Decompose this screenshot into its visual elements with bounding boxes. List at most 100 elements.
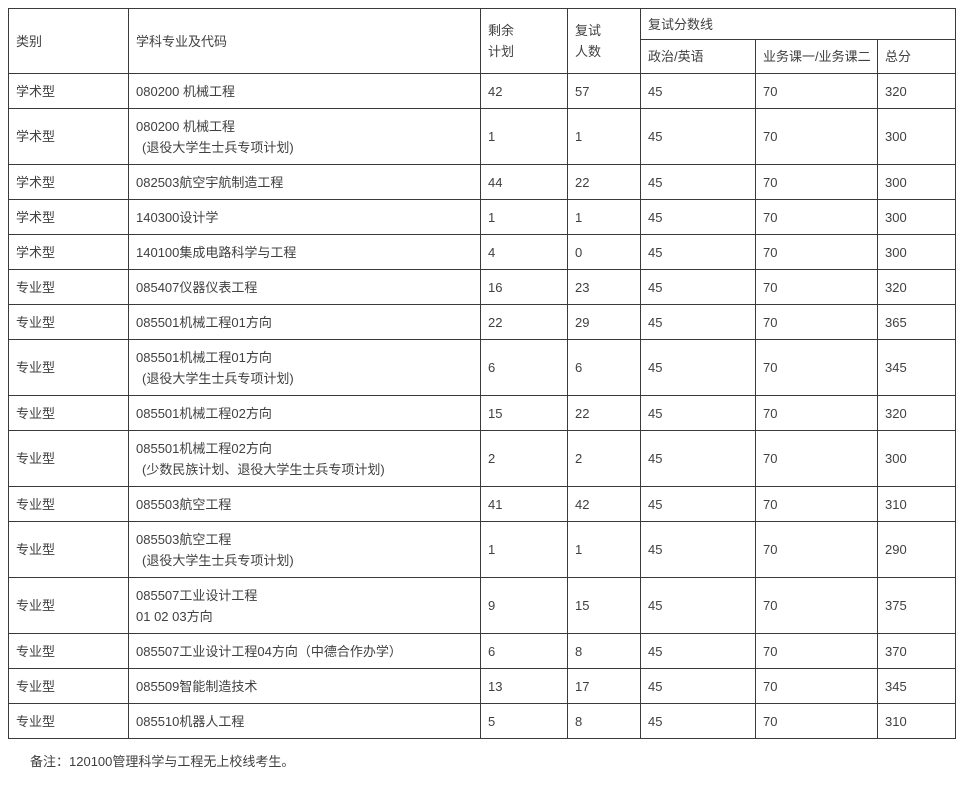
major-line: 085501机械工程02方向 <box>136 405 272 421</box>
cell-major: 085510机器人工程 <box>128 703 481 739</box>
cell-courses: 70 <box>755 269 878 305</box>
table-row: 学术型 140100集成电路科学与工程 4 0 45 70 300 <box>8 234 956 270</box>
major-line: 085501机械工程02方向 <box>136 440 272 456</box>
cell-remaining-plan: 22 <box>480 304 568 340</box>
cell-category: 专业型 <box>8 633 129 669</box>
cell-major: 082503航空宇航制造工程 <box>128 164 481 200</box>
cell-retest-count: 2 <box>567 430 641 487</box>
cell-retest-count: 29 <box>567 304 641 340</box>
cell-category: 学术型 <box>8 234 129 270</box>
cell-category: 专业型 <box>8 486 129 522</box>
header-retest-count: 复试 人数 <box>567 8 641 74</box>
major-line: (退役大学生士兵专项计划) <box>142 139 294 155</box>
header-total: 总分 <box>877 39 956 74</box>
admission-score-table: 类别 学科专业及代码 剩余 计划 复试 人数 复试分数线 政治/英语 业务课一/… <box>8 8 956 739</box>
header-remaining-plan: 剩余 计划 <box>480 8 568 74</box>
cell-retest-count: 23 <box>567 269 641 305</box>
cell-courses: 70 <box>755 395 878 431</box>
major-line: 085503航空工程 <box>136 496 232 512</box>
cell-major: 080200 机械工程 (退役大学生士兵专项计划) <box>128 108 481 165</box>
table-row: 专业型 085509智能制造技术 13 17 45 70 345 <box>8 668 956 704</box>
major-line: 085503航空工程 <box>136 531 232 547</box>
cell-courses: 70 <box>755 668 878 704</box>
cell-category: 专业型 <box>8 395 129 431</box>
header-category: 类别 <box>8 8 129 74</box>
cell-remaining-plan: 44 <box>480 164 568 200</box>
cell-total: 320 <box>877 73 956 109</box>
cell-major: 085507工业设计工程04方向（中德合作办学） <box>128 633 481 669</box>
cell-politics-english: 45 <box>640 703 756 739</box>
cell-remaining-plan: 42 <box>480 73 568 109</box>
cell-major: 085507工业设计工程 01 02 03方向 <box>128 577 481 634</box>
cell-politics-english: 45 <box>640 304 756 340</box>
cell-politics-english: 45 <box>640 269 756 305</box>
cell-politics-english: 45 <box>640 668 756 704</box>
cell-retest-count: 17 <box>567 668 641 704</box>
cell-courses: 70 <box>755 521 878 578</box>
cell-total: 365 <box>877 304 956 340</box>
cell-category: 学术型 <box>8 108 129 165</box>
cell-total: 345 <box>877 668 956 704</box>
cell-courses: 70 <box>755 703 878 739</box>
table-row: 专业型 085507工业设计工程 01 02 03方向 9 15 45 70 375 <box>8 577 956 634</box>
table-row: 专业型 085501机械工程01方向 (退役大学生士兵专项计划) 6 6 45 70 345 <box>8 339 956 396</box>
cell-politics-english: 45 <box>640 430 756 487</box>
cell-politics-english: 45 <box>640 339 756 396</box>
major-line: 140100集成电路科学与工程 <box>136 244 297 260</box>
major-line: 080200 机械工程 <box>136 83 235 99</box>
major-line: 085501机械工程01方向 <box>136 349 272 365</box>
cell-total: 300 <box>877 199 956 235</box>
cell-major: 080200 机械工程 <box>128 73 481 109</box>
cell-remaining-plan: 1 <box>480 521 568 578</box>
cell-politics-english: 45 <box>640 164 756 200</box>
table-header: 类别 学科专业及代码 剩余 计划 复试 人数 复试分数线 政治/英语 业务课一/… <box>8 8 956 74</box>
cell-major: 085407仪器仪表工程 <box>128 269 481 305</box>
table-row: 专业型 085501机械工程02方向 (少数民族计划、退役大学生士兵专项计划) 2 2 4… <box>8 430 956 487</box>
footnote: 备注：120100管理科学与工程无上校线考生。 <box>30 754 295 769</box>
cell-total: 290 <box>877 521 956 578</box>
cell-major: 085503航空工程 (退役大学生士兵专项计划) <box>128 521 481 578</box>
cell-major: 085501机械工程02方向 <box>128 395 481 431</box>
cell-total: 300 <box>877 164 956 200</box>
cell-total: 300 <box>877 430 956 487</box>
cell-retest-count: 42 <box>567 486 641 522</box>
cell-total: 370 <box>877 633 956 669</box>
cell-courses: 70 <box>755 73 878 109</box>
cell-retest-count: 15 <box>567 577 641 634</box>
cell-remaining-plan: 13 <box>480 668 568 704</box>
cell-politics-english: 45 <box>640 633 756 669</box>
cell-politics-english: 45 <box>640 199 756 235</box>
table-row: 专业型 085503航空工程 (退役大学生士兵专项计划) 1 1 45 70 290 <box>8 521 956 578</box>
header-row-sub: 政治/英语 业务课一/业务课二 总分 <box>9 39 956 74</box>
cell-remaining-plan: 2 <box>480 430 568 487</box>
cell-courses: 70 <box>755 339 878 396</box>
cell-courses: 70 <box>755 164 878 200</box>
major-line: 085509智能制造技术 <box>136 678 258 694</box>
cell-total: 320 <box>877 395 956 431</box>
cell-politics-english: 45 <box>640 486 756 522</box>
table-body: 学术型 080200 机械工程 42 57 45 70 320 学术型 080200 机械工程(… <box>8 73 956 739</box>
table-row: 专业型 085510机器人工程 5 8 45 70 310 <box>8 703 956 739</box>
major-line: 085510机器人工程 <box>136 713 245 729</box>
cell-category: 学术型 <box>8 73 129 109</box>
cell-category: 学术型 <box>8 199 129 235</box>
cell-retest-count: 1 <box>567 521 641 578</box>
cell-category: 专业型 <box>8 703 129 739</box>
cell-retest-count: 1 <box>567 108 641 165</box>
cell-total: 300 <box>877 108 956 165</box>
cell-courses: 70 <box>755 577 878 634</box>
major-line: (退役大学生士兵专项计划) <box>142 370 294 386</box>
cell-retest-count: 0 <box>567 234 641 270</box>
cell-remaining-plan: 41 <box>480 486 568 522</box>
major-line: 085507工业设计工程 <box>136 587 258 603</box>
cell-remaining-plan: 6 <box>480 339 568 396</box>
cell-courses: 70 <box>755 234 878 270</box>
cell-total: 345 <box>877 339 956 396</box>
header-score-line-group: 复试分数线 <box>640 8 956 40</box>
cell-category: 专业型 <box>8 430 129 487</box>
cell-remaining-plan: 15 <box>480 395 568 431</box>
major-line: 085407仪器仪表工程 <box>136 279 258 295</box>
major-line: 01 02 03方向 <box>136 608 213 624</box>
cell-remaining-plan: 6 <box>480 633 568 669</box>
